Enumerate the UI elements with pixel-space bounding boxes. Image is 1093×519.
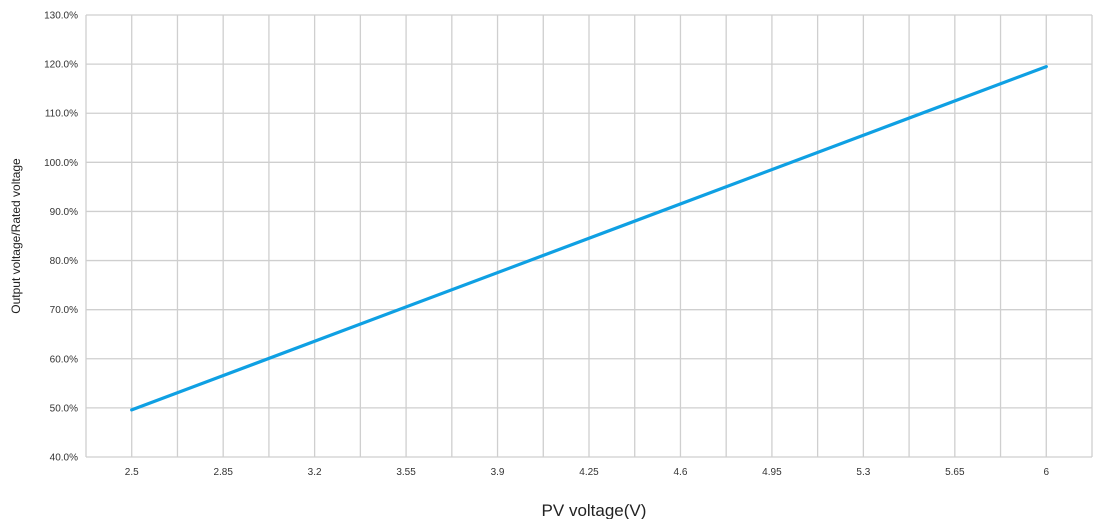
- y-tick-label: 60.0%: [50, 354, 78, 365]
- y-tick-label: 80.0%: [50, 256, 78, 267]
- y-tick-label: 90.0%: [50, 207, 78, 218]
- y-tick-label: 100.0%: [44, 158, 78, 169]
- x-tick-label: 2.85: [213, 467, 233, 478]
- x-tick-label: 5.3: [856, 467, 870, 478]
- x-tick-label: 4.6: [674, 467, 688, 478]
- y-tick-label: 110.0%: [45, 109, 78, 120]
- x-tick-label: 3.9: [491, 467, 505, 478]
- x-tick-label: 4.95: [762, 467, 782, 478]
- x-tick-label: 3.55: [396, 467, 416, 478]
- y-axis-ticks: 40.0% 50.0% 60.0% 70.0% 80.0% 90.0% 100.0% 110.…: [44, 11, 78, 464]
- y-tick-label: 120.0%: [44, 60, 78, 71]
- y-tick-label: 130.0%: [44, 11, 78, 22]
- x-axis-title: PV voltage(V): [542, 501, 647, 519]
- y-tick-label: 50.0%: [50, 403, 78, 414]
- x-tick-label: 6: [1043, 467, 1049, 478]
- x-tick-label: 3.2: [308, 467, 322, 478]
- y-axis-title: Output voltage/Rated voltage: [9, 158, 23, 314]
- series-line: [130, 64, 1048, 412]
- grid: [85, 14, 1093, 458]
- x-tick-label: 4.25: [579, 467, 599, 478]
- y-tick-label: 70.0%: [50, 305, 78, 316]
- x-tick-label: 2.5: [125, 467, 139, 478]
- y-tick-label: 40.0%: [50, 453, 78, 464]
- series-group: [130, 64, 1048, 412]
- x-tick-label: 5.65: [945, 467, 965, 478]
- x-axis-ticks: 2.5 2.85 3.2 3.55 3.9 4.25 4.6 4.95 5.3 5.65 6: [125, 467, 1050, 478]
